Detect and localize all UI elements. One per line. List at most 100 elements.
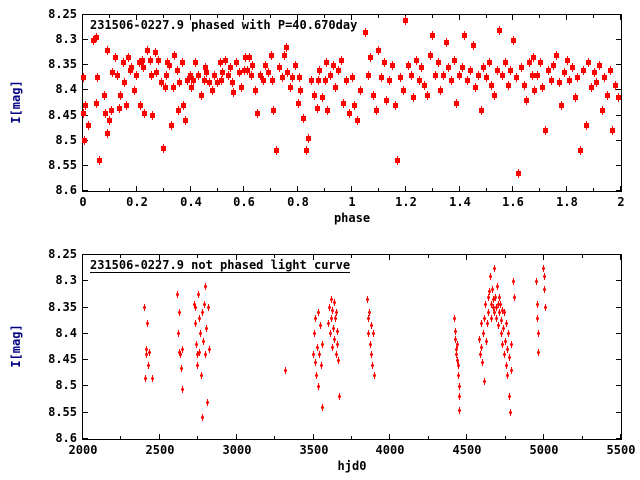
data-point [134,70,140,80]
y-tick-mark [83,39,88,40]
y-tick-mark [83,359,88,360]
data-point [416,75,422,85]
data-point [330,343,334,351]
data-point [564,55,570,65]
x-minor-tick-mark [274,436,275,439]
x-minor-tick-mark [109,188,110,191]
data-point [400,85,406,95]
data-point [435,58,441,68]
data-point [244,65,250,75]
data-point [607,65,613,75]
data-point [200,309,204,317]
data-point [182,116,188,126]
data-point [185,75,191,85]
data-point [580,65,586,75]
x-tick-label: 5500 [606,443,636,457]
x-minor-tick-mark [486,15,487,18]
data-point [142,108,148,118]
data-point [306,133,312,143]
data-point [376,45,382,55]
data-point [316,309,320,317]
data-point [502,325,506,333]
x-tick-label: 0.4 [180,195,202,209]
data-point [112,53,118,63]
data-point [279,73,285,83]
data-point [176,290,180,298]
data-point [338,55,344,65]
x-tick-mark [389,255,390,260]
data-point [489,80,495,90]
y-tick-mark [83,14,88,15]
x-tick-mark [243,186,244,191]
data-point [534,277,538,285]
data-point [615,93,621,103]
x-minor-tick-mark [432,15,433,18]
x-minor-tick-mark [163,188,164,191]
data-point [502,351,506,359]
x-tick-label: 0 [79,195,87,209]
data-point [371,361,375,369]
y-tick-mark [616,140,621,141]
data-point [284,367,288,375]
data-point [508,65,514,75]
data-point [193,319,197,327]
data-point [457,70,463,80]
data-point [506,330,510,338]
y-tick-label: 8.45 [48,108,77,122]
y-tick-mark [616,307,621,308]
data-point [190,75,196,85]
x-minor-tick-mark [428,436,429,439]
data-point [202,338,206,346]
data-point [162,83,168,93]
data-point [368,53,374,63]
data-point [575,73,581,83]
data-point [486,293,490,301]
data-point [120,58,126,68]
data-point [145,45,151,55]
data-point [118,90,124,100]
y-tick-label: 8.4 [55,82,77,96]
y-tick-mark [83,64,88,65]
x-tick-mark [82,186,83,191]
data-point [219,75,225,85]
data-point [318,322,322,330]
data-point [365,296,369,304]
data-point [176,330,180,338]
y-tick-label: 8.5 [55,378,77,392]
data-point [195,340,199,348]
data-point [335,309,339,317]
data-point [205,325,209,333]
data-point [80,73,86,83]
data-point [333,314,337,322]
data-point [138,101,144,110]
x-minor-tick-mark [582,436,583,439]
data-point [540,83,546,93]
data-point [332,325,336,333]
data-point [328,304,332,312]
data-point [395,156,401,166]
data-point [311,90,317,100]
x-tick-label: 3500 [299,443,329,457]
data-point [529,70,535,80]
data-point [373,106,379,116]
data-point [215,78,220,88]
data-point [488,288,492,296]
x-tick-mark [236,255,237,260]
data-point [201,75,207,85]
data-point [505,80,511,90]
data-point [181,101,187,110]
data-point [449,75,455,85]
data-point [196,361,200,369]
data-point [368,340,372,348]
data-point [389,60,395,70]
data-point [154,68,160,78]
data-point [301,113,307,123]
data-point [495,314,499,322]
x-tick-mark [405,186,406,191]
data-point [103,108,109,118]
x-tick-label: 4000 [375,443,405,457]
data-point [510,35,516,45]
data-point [255,108,261,118]
data-point [567,75,573,85]
data-point [513,73,519,83]
